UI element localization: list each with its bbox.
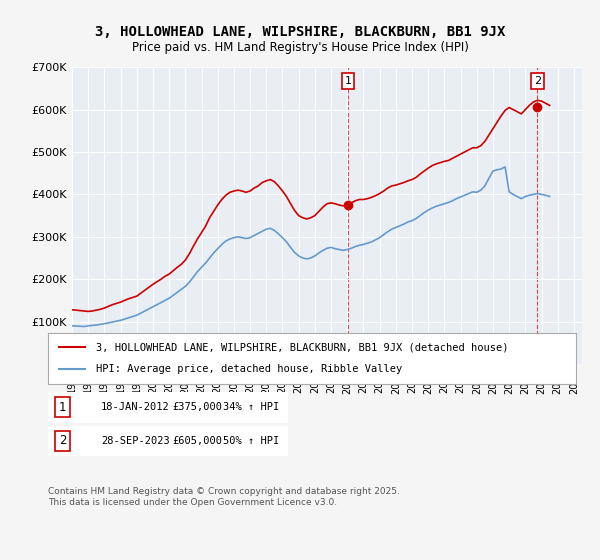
Text: 1: 1 — [59, 401, 66, 414]
Text: 28-SEP-2023: 28-SEP-2023 — [101, 436, 170, 446]
Text: 50% ↑ HPI: 50% ↑ HPI — [223, 436, 280, 446]
Text: 3, HOLLOWHEAD LANE, WILPSHIRE, BLACKBURN, BB1 9JX (detached house): 3, HOLLOWHEAD LANE, WILPSHIRE, BLACKBURN… — [95, 342, 508, 352]
Text: HPI: Average price, detached house, Ribble Valley: HPI: Average price, detached house, Ribb… — [95, 365, 402, 375]
Text: 2: 2 — [534, 76, 541, 86]
Text: £605,000: £605,000 — [173, 436, 223, 446]
Text: £375,000: £375,000 — [173, 403, 223, 412]
Text: 2: 2 — [59, 435, 66, 447]
Text: 3, HOLLOWHEAD LANE, WILPSHIRE, BLACKBURN, BB1 9JX: 3, HOLLOWHEAD LANE, WILPSHIRE, BLACKBURN… — [95, 25, 505, 39]
Text: 1: 1 — [344, 76, 352, 86]
Text: Contains HM Land Registry data © Crown copyright and database right 2025.
This d: Contains HM Land Registry data © Crown c… — [48, 487, 400, 507]
Text: 18-JAN-2012: 18-JAN-2012 — [101, 403, 170, 412]
Text: Price paid vs. HM Land Registry's House Price Index (HPI): Price paid vs. HM Land Registry's House … — [131, 41, 469, 54]
Text: 34% ↑ HPI: 34% ↑ HPI — [223, 403, 280, 412]
